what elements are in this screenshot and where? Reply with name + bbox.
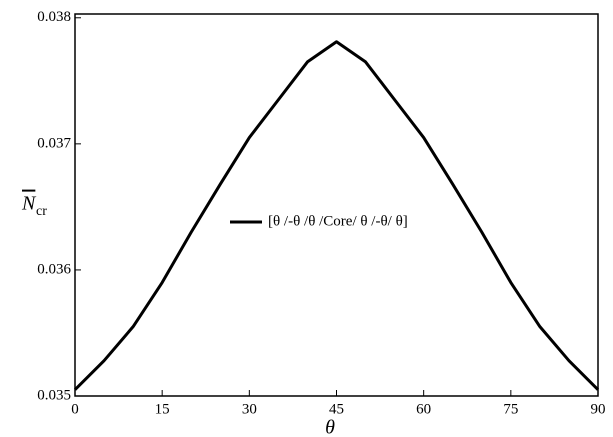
y-axis-label-sub: cr <box>36 204 47 219</box>
x-tick-label: 60 <box>416 401 431 417</box>
legend-label: [θ /-θ /θ /Core/ θ /-θ/ θ] <box>268 213 408 229</box>
y-tick-label: 0.035 <box>37 387 71 403</box>
x-tick-label: 30 <box>242 401 257 417</box>
y-axis-label: N <box>21 193 37 215</box>
plot-frame <box>74 13 599 397</box>
line <box>73 40 600 391</box>
x-tick-label: 15 <box>155 401 170 417</box>
x-tick-label: 75 <box>503 401 518 417</box>
x-axis-label: θ <box>325 417 335 437</box>
x-tick-label: 45 <box>329 401 344 417</box>
x-tick-label: 0 <box>71 401 79 417</box>
y-tick-label: 0.036 <box>37 261 71 277</box>
y-tick-label: 0.037 <box>37 135 71 151</box>
x-tick-label: 90 <box>591 401 606 417</box>
y-tick-label: 0.038 <box>37 9 71 25</box>
